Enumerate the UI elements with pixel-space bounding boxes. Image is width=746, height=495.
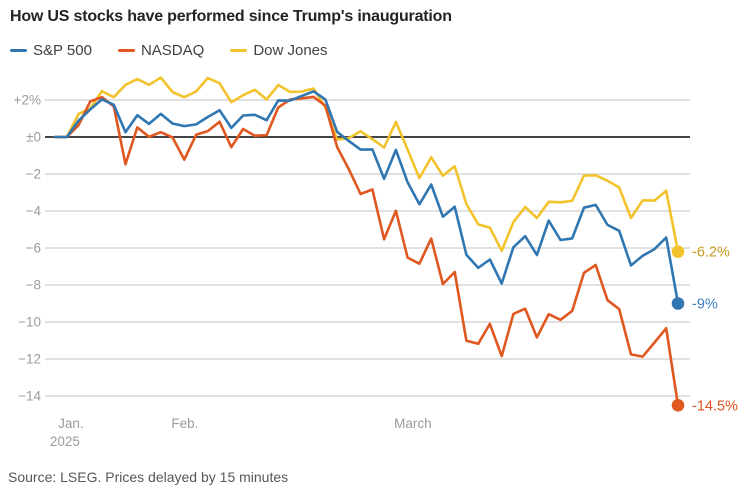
legend-item-sp500: S&P 500 (10, 43, 92, 58)
y-tick-label: −2 (26, 167, 41, 182)
legend-item-nasdaq: NASDAQ (117, 42, 205, 59)
legend-label-sp500: S&P 500 (33, 42, 92, 59)
nasdaq-line-swatch-icon (117, 49, 135, 52)
sp500-line-swatch-icon (10, 49, 27, 52)
y-tick-label: −12 (18, 352, 41, 367)
y-tick-label: −10 (18, 315, 41, 330)
x-tick-label: Feb. (171, 416, 198, 431)
series-line-nasdaq (53, 95, 680, 407)
end-dot-dowjones (671, 245, 685, 258)
x-tick-label: Jan. (58, 416, 84, 431)
y-tick-label: −14 (18, 389, 41, 404)
series-line-dowjones (53, 76, 680, 253)
y-tick-label: −6 (26, 241, 41, 256)
chart-legend: S&P 500 NASDAQ Dow Jones (10, 43, 328, 58)
end-label-sp500: -9% (692, 297, 718, 313)
y-tick-label: +2% (14, 93, 41, 108)
legend-item-dowjones: Dow Jones (230, 42, 328, 59)
x-tick-sublabel: 2025 (50, 434, 80, 449)
series-line-sp500 (53, 90, 680, 305)
y-tick-label: −8 (26, 278, 41, 293)
legend-label-nasdaq: NASDAQ (140, 42, 205, 59)
source-note: Source: LSEG. Prices delayed by 15 minut… (8, 469, 289, 485)
end-label-dowjones: -6.2% (692, 245, 730, 261)
chart-title: How US stocks have performed since Trump… (10, 8, 452, 25)
legend-label-dowjones: Dow Jones (253, 42, 328, 59)
end-dot-nasdaq (671, 399, 685, 412)
dowjones-line-swatch-icon (230, 49, 248, 52)
y-tick-label: −4 (26, 204, 42, 219)
y-tick-label: ±0 (26, 130, 41, 145)
x-tick-label: March (394, 416, 432, 431)
end-label-nasdaq: -14.5% (692, 398, 738, 414)
end-dot-sp500 (671, 297, 685, 310)
